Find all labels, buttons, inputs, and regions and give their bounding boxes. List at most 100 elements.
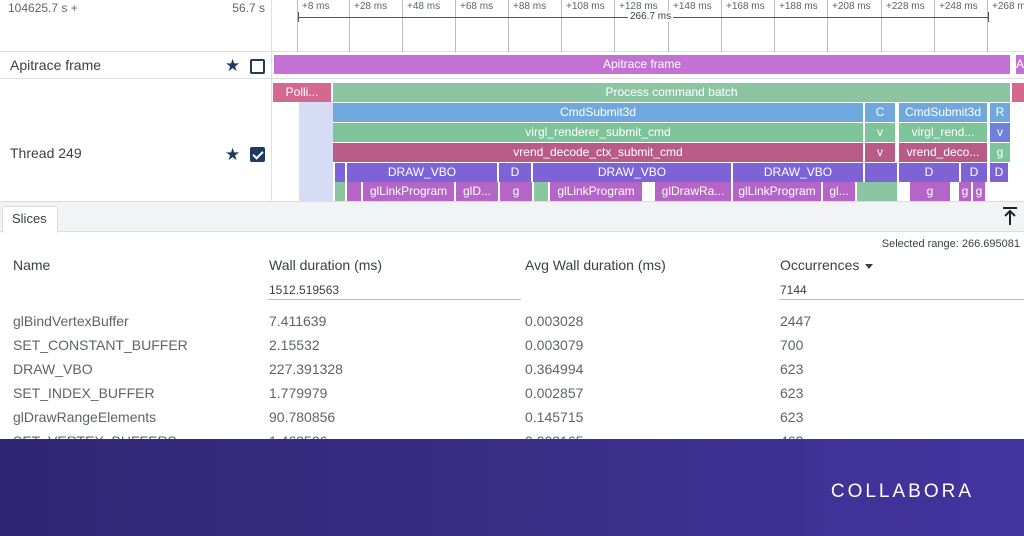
details-panel: Slices Selected range: 266.695081 Name W… xyxy=(0,201,1024,449)
slice-gl-g-3[interactable]: g xyxy=(959,182,971,201)
slice-polling[interactable]: Polli... xyxy=(273,83,331,102)
time-tick: +108 ms xyxy=(561,0,605,52)
slice-virgl-v2[interactable]: v xyxy=(990,123,1010,142)
slice-vrend-g[interactable]: g xyxy=(990,143,1010,162)
cell-avg: 0.003079 xyxy=(525,337,584,353)
track-header: Apitrace frame ★ xyxy=(0,52,272,78)
cell-name: glBindVertexBuffer xyxy=(13,313,129,329)
slice-gldraw[interactable]: glD... xyxy=(456,182,498,201)
cell-occ: 623 xyxy=(780,361,804,377)
table-row[interactable]: SET_CONSTANT_BUFFER 2.15532 0.003079 700 xyxy=(0,334,1024,358)
track-select-checkbox[interactable] xyxy=(250,59,265,74)
slice-cmdsubmit-c[interactable]: C xyxy=(865,103,895,122)
cell-occ: 623 xyxy=(780,409,804,425)
slice-process-command-batch[interactable]: Process command batch xyxy=(333,83,1010,102)
track-header: Thread 249 ★ xyxy=(0,79,272,201)
slice-draw-vbo-2[interactable]: DRAW_VBO xyxy=(533,163,731,182)
time-tick: +248 ms xyxy=(934,0,978,52)
time-tick: +168 ms xyxy=(721,0,765,52)
slice-vrend-decode-2[interactable]: vrend_deco... xyxy=(899,143,987,162)
total-divider xyxy=(779,299,1024,300)
cell-avg: 0.145715 xyxy=(525,409,584,425)
cell-wall: 1.779979 xyxy=(269,385,328,401)
time-tick: +268 ms xyxy=(987,0,1024,52)
slice-edge[interactable] xyxy=(1012,83,1024,102)
slice-gl-small-2[interactable] xyxy=(347,182,361,201)
track-select-checkbox[interactable] xyxy=(250,147,265,162)
time-tick: +208 ms xyxy=(827,0,871,52)
slice-virgl-renderer-2[interactable]: virgl_rend... xyxy=(899,123,987,142)
slice-draw-small[interactable] xyxy=(335,163,345,182)
slice-gllinkprogram-3[interactable]: glLinkProgram xyxy=(733,182,821,201)
slice-draw-d-3[interactable]: D xyxy=(961,163,987,182)
cell-name: DRAW_VBO xyxy=(13,361,93,377)
slice-cmdsubmit3d-2[interactable]: CmdSubmit3d xyxy=(899,103,987,122)
track-name: Thread 249 xyxy=(10,145,82,161)
time-tick: +128 ms xyxy=(614,0,658,52)
slice-gl-small-3[interactable] xyxy=(534,182,548,201)
table-row[interactable]: glBindVertexBuffer 7.411639 0.003028 244… xyxy=(0,310,1024,334)
ruler-header: 104625.7 s + 56.7 s xyxy=(0,0,272,52)
tab-slices[interactable]: Slices xyxy=(2,206,58,233)
time-tick: +188 ms xyxy=(774,0,818,52)
brand-banner: COLLABORA xyxy=(0,439,1024,536)
cell-name: SET_INDEX_BUFFER xyxy=(13,385,155,401)
slice-gllinkprogram-2[interactable]: glLinkProgram xyxy=(550,182,642,201)
selection-end-marker[interactable] xyxy=(988,12,989,22)
timeline-panel[interactable]: 104625.7 s + 56.7 s +8 ms +28 ms +48 ms … xyxy=(0,0,1024,201)
slice-draw-d-4[interactable]: D xyxy=(990,163,1008,182)
cell-occ: 2447 xyxy=(780,313,812,329)
panel-tab-bar: Slices xyxy=(0,202,1024,233)
slice-gl-small[interactable] xyxy=(335,182,345,201)
time-tick: +228 ms xyxy=(881,0,925,52)
slice-cmdsubmit-r[interactable]: R xyxy=(990,103,1010,122)
slice-virgl-v[interactable]: v xyxy=(865,123,895,142)
time-tick: +148 ms xyxy=(668,0,712,52)
slice-gl-small-4[interactable] xyxy=(857,182,897,201)
slice-gl-g-4[interactable]: g xyxy=(973,182,985,201)
timestamp-offset: 104625.7 s + xyxy=(8,1,78,15)
slice-gl-g[interactable]: g xyxy=(500,182,532,201)
cell-wall: 90.780856 xyxy=(269,409,336,425)
slice-apitrace-frame[interactable]: Apitrace frame xyxy=(274,55,1010,74)
track-name: Apitrace frame xyxy=(10,57,102,73)
table-row[interactable]: SET_INDEX_BUFFER 1.779979 0.002857 623 xyxy=(0,382,1024,406)
pin-star-icon[interactable]: ★ xyxy=(225,145,241,164)
slice-draw-vbo-3[interactable]: DRAW_VBO xyxy=(733,163,863,182)
slice-gllinkprogram[interactable]: glLinkProgram xyxy=(363,182,454,201)
table-row[interactable]: glDrawRangeElements 90.780856 0.145715 6… xyxy=(0,406,1024,430)
cell-name: glDrawRangeElements xyxy=(13,409,157,425)
total-divider xyxy=(268,299,521,300)
cell-occ: 700 xyxy=(780,337,804,353)
slice-draw-d[interactable]: D xyxy=(499,163,531,182)
maximize-panel-icon[interactable] xyxy=(1002,206,1018,226)
slice-vrend-v[interactable]: v xyxy=(865,143,895,162)
slice-vrend-decode-ctx-submit-cmd[interactable]: vrend_decode_ctx_submit_cmd xyxy=(333,143,863,162)
slice-gldrawrangeelements[interactable]: glDrawRa... xyxy=(655,182,731,201)
slice-virgl-renderer-submit-cmd[interactable]: virgl_renderer_submit_cmd xyxy=(333,123,863,142)
track-thread-249[interactable]: Thread 249 ★ Polli... Process command ba… xyxy=(0,79,1024,201)
pin-star-icon[interactable]: ★ xyxy=(225,56,241,75)
slice-draw-small-2[interactable] xyxy=(865,163,897,182)
slice-draw-d-2[interactable]: D xyxy=(899,163,959,182)
table-row[interactable]: DRAW_VBO 227.391328 0.364994 623 xyxy=(0,358,1024,382)
slice-apitrace-frame-next[interactable]: A xyxy=(1016,55,1024,74)
time-tick: +28 ms xyxy=(349,0,387,52)
column-header-occurrences[interactable]: Occurrences xyxy=(780,257,874,273)
column-header-occurrences-label: Occurrences xyxy=(780,257,860,273)
time-ruler[interactable]: 104625.7 s + 56.7 s +8 ms +28 ms +48 ms … xyxy=(0,0,1024,52)
selection-duration-label: 266.7 ms xyxy=(628,11,674,22)
cell-occ: 623 xyxy=(780,385,804,401)
slice-gl-short[interactable]: gl... xyxy=(823,182,855,201)
column-header-name[interactable]: Name xyxy=(13,257,51,273)
cell-name: SET_CONSTANT_BUFFER xyxy=(13,337,188,353)
slice-cmdsubmit3d[interactable]: CmdSubmit3d xyxy=(333,103,863,122)
slice-draw-vbo[interactable]: DRAW_VBO xyxy=(347,163,497,182)
sort-desc-icon xyxy=(865,263,874,269)
track-apitrace-frame[interactable]: Apitrace frame ★ Apitrace frame A xyxy=(0,52,1024,79)
slice-gl-g-2[interactable]: g xyxy=(910,182,950,201)
selection-highlight xyxy=(299,101,333,201)
column-header-avg-wall-duration[interactable]: Avg Wall duration (ms) xyxy=(525,257,666,273)
cell-wall: 7.411639 xyxy=(269,313,327,329)
column-header-wall-duration[interactable]: Wall duration (ms) xyxy=(269,257,383,273)
